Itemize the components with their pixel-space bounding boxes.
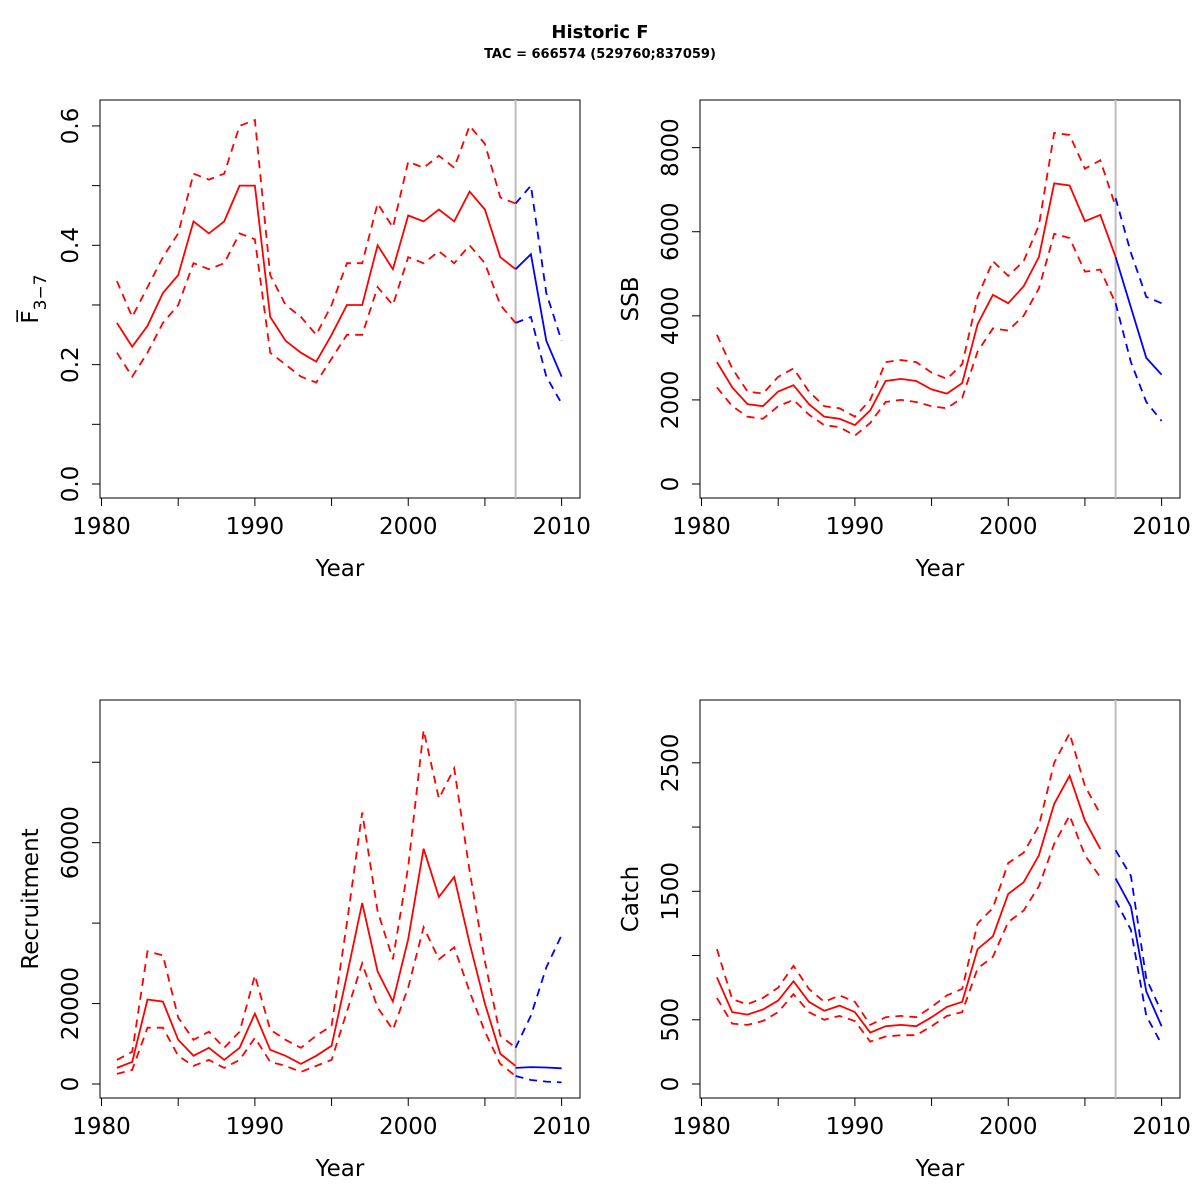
catch-plot-frame <box>699 699 1181 1099</box>
f-forecast-lower-line <box>515 315 563 404</box>
f-panel: 1980 1990 2000 2010 0.0 0.2 0.4 0.6 Year F̅3−7 <box>16 99 591 582</box>
recruitment-x-tick-label: 1980 <box>72 1114 131 1140</box>
catch-forecast-upper-line <box>1114 849 1163 1013</box>
catch-x-axis-label: Year <box>915 1156 965 1182</box>
catch-x-tick-label: 2010 <box>1132 1114 1191 1140</box>
recruitment-plot-frame <box>99 699 581 1099</box>
catch-historic-lower-line <box>716 813 1102 1043</box>
ssb-historic-lower-line <box>716 232 1117 437</box>
f-forecast-upper-line <box>514 183 563 342</box>
ssb-forecast-upper-line <box>1114 197 1162 305</box>
recruitment-x-tick-label: 2000 <box>379 1114 438 1140</box>
f-x-tick-label: 2010 <box>532 514 591 540</box>
catch-x-tick-label: 2000 <box>979 1114 1038 1140</box>
f-x-tick-label: 1990 <box>226 514 285 540</box>
ssb-y-axis-label: SSB <box>618 277 644 322</box>
catch-panel: 1980 1990 2000 2010 0 500 1500 2500 Year Catch <box>618 699 1191 1182</box>
ssb-x-tick-label: 1980 <box>672 514 731 540</box>
ssb-forecast-mid-line <box>1114 256 1163 376</box>
ssb-panel: 1980 1990 2000 2010 0 2000 4000 6000 8000 Year SSB <box>618 99 1191 582</box>
f-historic-lower-line <box>116 232 517 384</box>
recruitment-y-tick-label: 0 <box>58 1077 84 1092</box>
f-plot-frame <box>99 99 581 499</box>
recruitment-panel: 1980 1990 2000 2010 0 20000 60000 Year Recruitme… <box>18 699 591 1182</box>
f-historic-mid-line <box>116 184 517 363</box>
ssb-y-tick-label: 4000 <box>658 287 684 346</box>
ssb-forecast-lower-line <box>1114 302 1163 422</box>
f-x-tick-label: 2000 <box>379 514 438 540</box>
recruitment-forecast-lower-line <box>515 1075 562 1084</box>
f-y-tick-label: 0.6 <box>58 108 84 145</box>
recruitment-historic-lower-line <box>116 924 517 1077</box>
ssb-x-tick-label: 1990 <box>826 514 885 540</box>
recruitment-historic-mid-line <box>116 848 517 1069</box>
catch-y-tick-label: 2500 <box>658 734 684 793</box>
ssb-historic-upper-line <box>716 131 1117 418</box>
recruitment-y-tick-label: 20000 <box>58 967 84 1040</box>
ssb-x-axis-label: Year <box>915 556 965 582</box>
recruitment-y-axis-label: Recruitment <box>18 828 44 969</box>
ssb-y-tick-label: 8000 <box>658 118 684 177</box>
recruitment-x-tick-label: 2010 <box>532 1114 591 1140</box>
recruitment-historic-upper-line <box>116 729 517 1061</box>
catch-forecast-mid-line <box>1114 877 1163 1027</box>
recruitment-y-tick-label: 60000 <box>58 806 84 879</box>
recruitment-x-tick-label: 1990 <box>226 1114 285 1140</box>
f-y-axis-label: F̅3−7 <box>16 274 51 323</box>
ssb-plot-frame <box>699 99 1181 499</box>
recruitment-forecast-mid-line <box>515 1066 562 1070</box>
recruitment-forecast-upper-line <box>514 934 563 1049</box>
catch-historic-mid-line <box>716 773 1102 1034</box>
ssb-y-tick-label: 0 <box>658 477 684 492</box>
f-historic-upper-line <box>116 118 516 337</box>
f-y-tick-label: 0.4 <box>58 227 84 264</box>
ssb-y-tick-label: 2000 <box>658 371 684 430</box>
f-x-axis-label: Year <box>315 556 365 582</box>
catch-x-tick-label: 1980 <box>672 1114 731 1140</box>
figure-title: Historic F <box>551 22 649 43</box>
figure-subtitle: TAC = 666574 (529760;837059) <box>484 47 716 62</box>
f-y-axis-label-subscript: 3−7 <box>31 274 51 310</box>
ssb-historic-mid-line <box>716 182 1117 427</box>
ssb-x-tick-label: 2010 <box>1132 514 1191 540</box>
f-forecast-mid-line <box>514 252 563 377</box>
ssb-y-tick-label: 6000 <box>658 202 684 261</box>
recruitment-x-axis-label: Year <box>315 1156 365 1182</box>
f-x-tick-label: 1980 <box>72 514 131 540</box>
catch-y-tick-label: 500 <box>658 998 684 1042</box>
catch-y-tick-label: 0 <box>658 1077 684 1092</box>
catch-y-axis-label: Catch <box>618 866 644 932</box>
catch-historic-upper-line <box>716 730 1102 1027</box>
catch-forecast-lower-line <box>1114 899 1163 1045</box>
f-y-tick-label: 0.2 <box>58 346 84 383</box>
catch-y-tick-label: 1500 <box>658 862 684 921</box>
f-y-tick-label: 0.0 <box>58 466 84 503</box>
catch-x-tick-label: 1990 <box>826 1114 885 1140</box>
ssb-x-tick-label: 2000 <box>979 514 1038 540</box>
